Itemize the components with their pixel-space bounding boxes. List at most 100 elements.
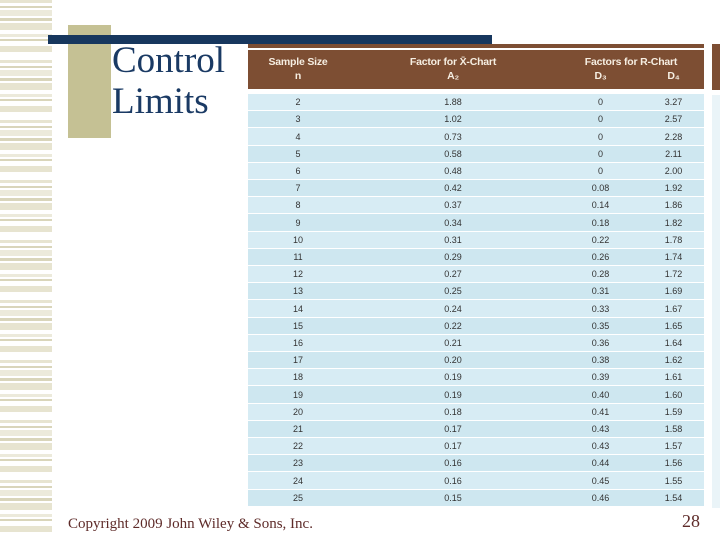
cell-sample-size: 8 <box>295 200 301 211</box>
cell-a2-factor: 0.21 <box>444 337 462 348</box>
cell-sample-size: 15 <box>292 320 303 331</box>
table-row: 8 0.37 0.14 1.86 <box>248 197 704 215</box>
cell-d4-factor: 1.58 <box>664 423 683 434</box>
navy-accent-bar <box>48 35 492 44</box>
cell-d4-factor: 1.69 <box>664 286 683 297</box>
header-xchart-line2: A₂ <box>447 69 459 82</box>
cell-d3-factor: 0.46 <box>591 492 610 503</box>
cell-d3-factor: 0.43 <box>591 441 610 452</box>
cell-d3-factor: 0.18 <box>591 217 610 228</box>
table-header-top-strip <box>248 44 704 48</box>
cell-sample-size: 22 <box>292 441 303 452</box>
cell-d3-factor: 0.44 <box>591 458 610 469</box>
cell-sample-size: 18 <box>292 372 303 383</box>
cell-a2-factor: 0.16 <box>444 475 462 486</box>
cell-d3-factor: 0.31 <box>591 286 610 297</box>
cell-d4-factor: 1.60 <box>664 389 683 400</box>
cell-d4-factor: 2.11 <box>665 148 682 159</box>
cell-sample-size: 13 <box>292 286 303 297</box>
cell-a2-factor: 0.17 <box>444 441 462 452</box>
header-cell-sample-size: Sample Size n <box>248 56 348 82</box>
cell-sample-size: 3 <box>295 114 301 125</box>
cell-d3-factor: 0.43 <box>591 423 610 434</box>
cell-sample-size: 20 <box>292 406 303 417</box>
cell-a2-factor: 0.19 <box>444 389 462 400</box>
cell-d4-factor: 2.57 <box>664 114 683 125</box>
cell-d4-factor: 2.00 <box>664 165 683 176</box>
table-row: 23 0.16 0.44 1.56 <box>248 455 704 473</box>
cell-sample-size: 2 <box>295 97 301 108</box>
header-rchart-d3: D₃ <box>594 69 607 82</box>
cell-d3-factor: 0.40 <box>591 389 610 400</box>
header-sample-size-line2: n <box>294 69 302 82</box>
cell-sample-size: 7 <box>295 183 301 194</box>
cell-d3-factor: 0 <box>597 165 603 176</box>
cell-d3-factor: 0.45 <box>591 475 610 486</box>
control-limit-factors-table: Sample Size n Factor for X̄-Chart A₂ Fac… <box>248 44 704 507</box>
cell-a2-factor: 0.27 <box>444 269 462 280</box>
table-row: 9 0.34 0.18 1.82 <box>248 214 704 232</box>
cell-a2-factor: 0.20 <box>444 355 462 366</box>
cell-d4-factor: 1.61 <box>664 372 683 383</box>
table-row: 25 0.15 0.46 1.54 <box>248 489 704 507</box>
cell-d3-factor: 0.35 <box>591 320 610 331</box>
table-row: 20 0.18 0.41 1.59 <box>248 403 704 421</box>
cell-d4-factor: 1.59 <box>664 406 683 417</box>
cell-sample-size: 17 <box>292 355 303 366</box>
table-row: 10 0.31 0.22 1.78 <box>248 231 704 249</box>
left-stripes-decoration <box>0 0 52 540</box>
cell-a2-factor: 0.16 <box>444 458 462 469</box>
cell-sample-size: 25 <box>292 492 303 503</box>
cell-a2-factor: 0.48 <box>444 165 462 176</box>
cell-d4-factor: 2.28 <box>664 131 683 142</box>
cell-sample-size: 24 <box>292 475 303 486</box>
table-row: 19 0.19 0.40 1.60 <box>248 386 704 404</box>
cell-d4-factor: 1.92 <box>664 183 683 194</box>
cell-d4-factor: 1.56 <box>664 458 683 469</box>
table-edge-sliver-header <box>712 44 720 90</box>
cell-d3-factor: 0.28 <box>591 269 610 280</box>
cell-sample-size: 16 <box>292 337 303 348</box>
page-number: 28 <box>682 511 700 531</box>
cell-d3-factor: 0.36 <box>591 337 610 348</box>
cell-sample-size: 19 <box>292 389 303 400</box>
cell-sample-size: 14 <box>292 303 303 314</box>
table-row: 3 1.02 0 2.57 <box>248 111 704 129</box>
cell-d4-factor: 1.74 <box>664 251 683 262</box>
cell-a2-factor: 0.19 <box>444 372 462 383</box>
cell-a2-factor: 0.17 <box>444 423 462 434</box>
table-row: 2 1.88 0 3.27 <box>248 94 704 112</box>
table-row: 7 0.42 0.08 1.92 <box>248 180 704 198</box>
cell-sample-size: 6 <box>295 165 301 176</box>
table-header-gap <box>248 48 704 50</box>
header-rchart-d4: D₄ <box>667 69 680 82</box>
cell-a2-factor: 1.02 <box>444 114 462 125</box>
cell-sample-size: 21 <box>292 423 303 434</box>
cell-d4-factor: 1.54 <box>664 492 683 503</box>
cell-sample-size: 4 <box>295 131 301 142</box>
cell-a2-factor: 0.58 <box>444 148 462 159</box>
table-body: 2 1.88 0 3.27 3 1.02 0 2.57 4 0.73 0 2.2 <box>248 94 704 507</box>
cell-d4-factor: 1.86 <box>664 200 683 211</box>
cell-d3-factor: 0.22 <box>591 234 610 245</box>
cell-d3-factor: 0.26 <box>591 251 610 262</box>
table-row: 13 0.25 0.31 1.69 <box>248 283 704 301</box>
cell-d4-factor: 1.57 <box>664 441 683 452</box>
cell-d3-factor: 0.38 <box>591 355 610 366</box>
table-row: 12 0.27 0.28 1.72 <box>248 266 704 284</box>
header-rchart-line1: Factors for R-Chart <box>584 56 678 69</box>
cell-a2-factor: 0.31 <box>444 234 462 245</box>
header-sample-size-line1: Sample Size <box>268 56 328 69</box>
table-row: 24 0.16 0.45 1.55 <box>248 472 704 490</box>
table-row: 14 0.24 0.33 1.67 <box>248 300 704 318</box>
table-row: 17 0.20 0.38 1.62 <box>248 352 704 370</box>
cell-sample-size: 12 <box>292 269 303 280</box>
table-header: Sample Size n Factor for X̄-Chart A₂ Fac… <box>248 50 704 89</box>
cell-a2-factor: 0.15 <box>444 492 462 503</box>
cell-sample-size: 9 <box>295 217 301 228</box>
cell-d4-factor: 1.78 <box>664 234 683 245</box>
table-row: 16 0.21 0.36 1.64 <box>248 334 704 353</box>
table-row: 6 0.48 0 2.00 <box>248 162 704 181</box>
cell-d3-factor: 0.41 <box>591 406 610 417</box>
